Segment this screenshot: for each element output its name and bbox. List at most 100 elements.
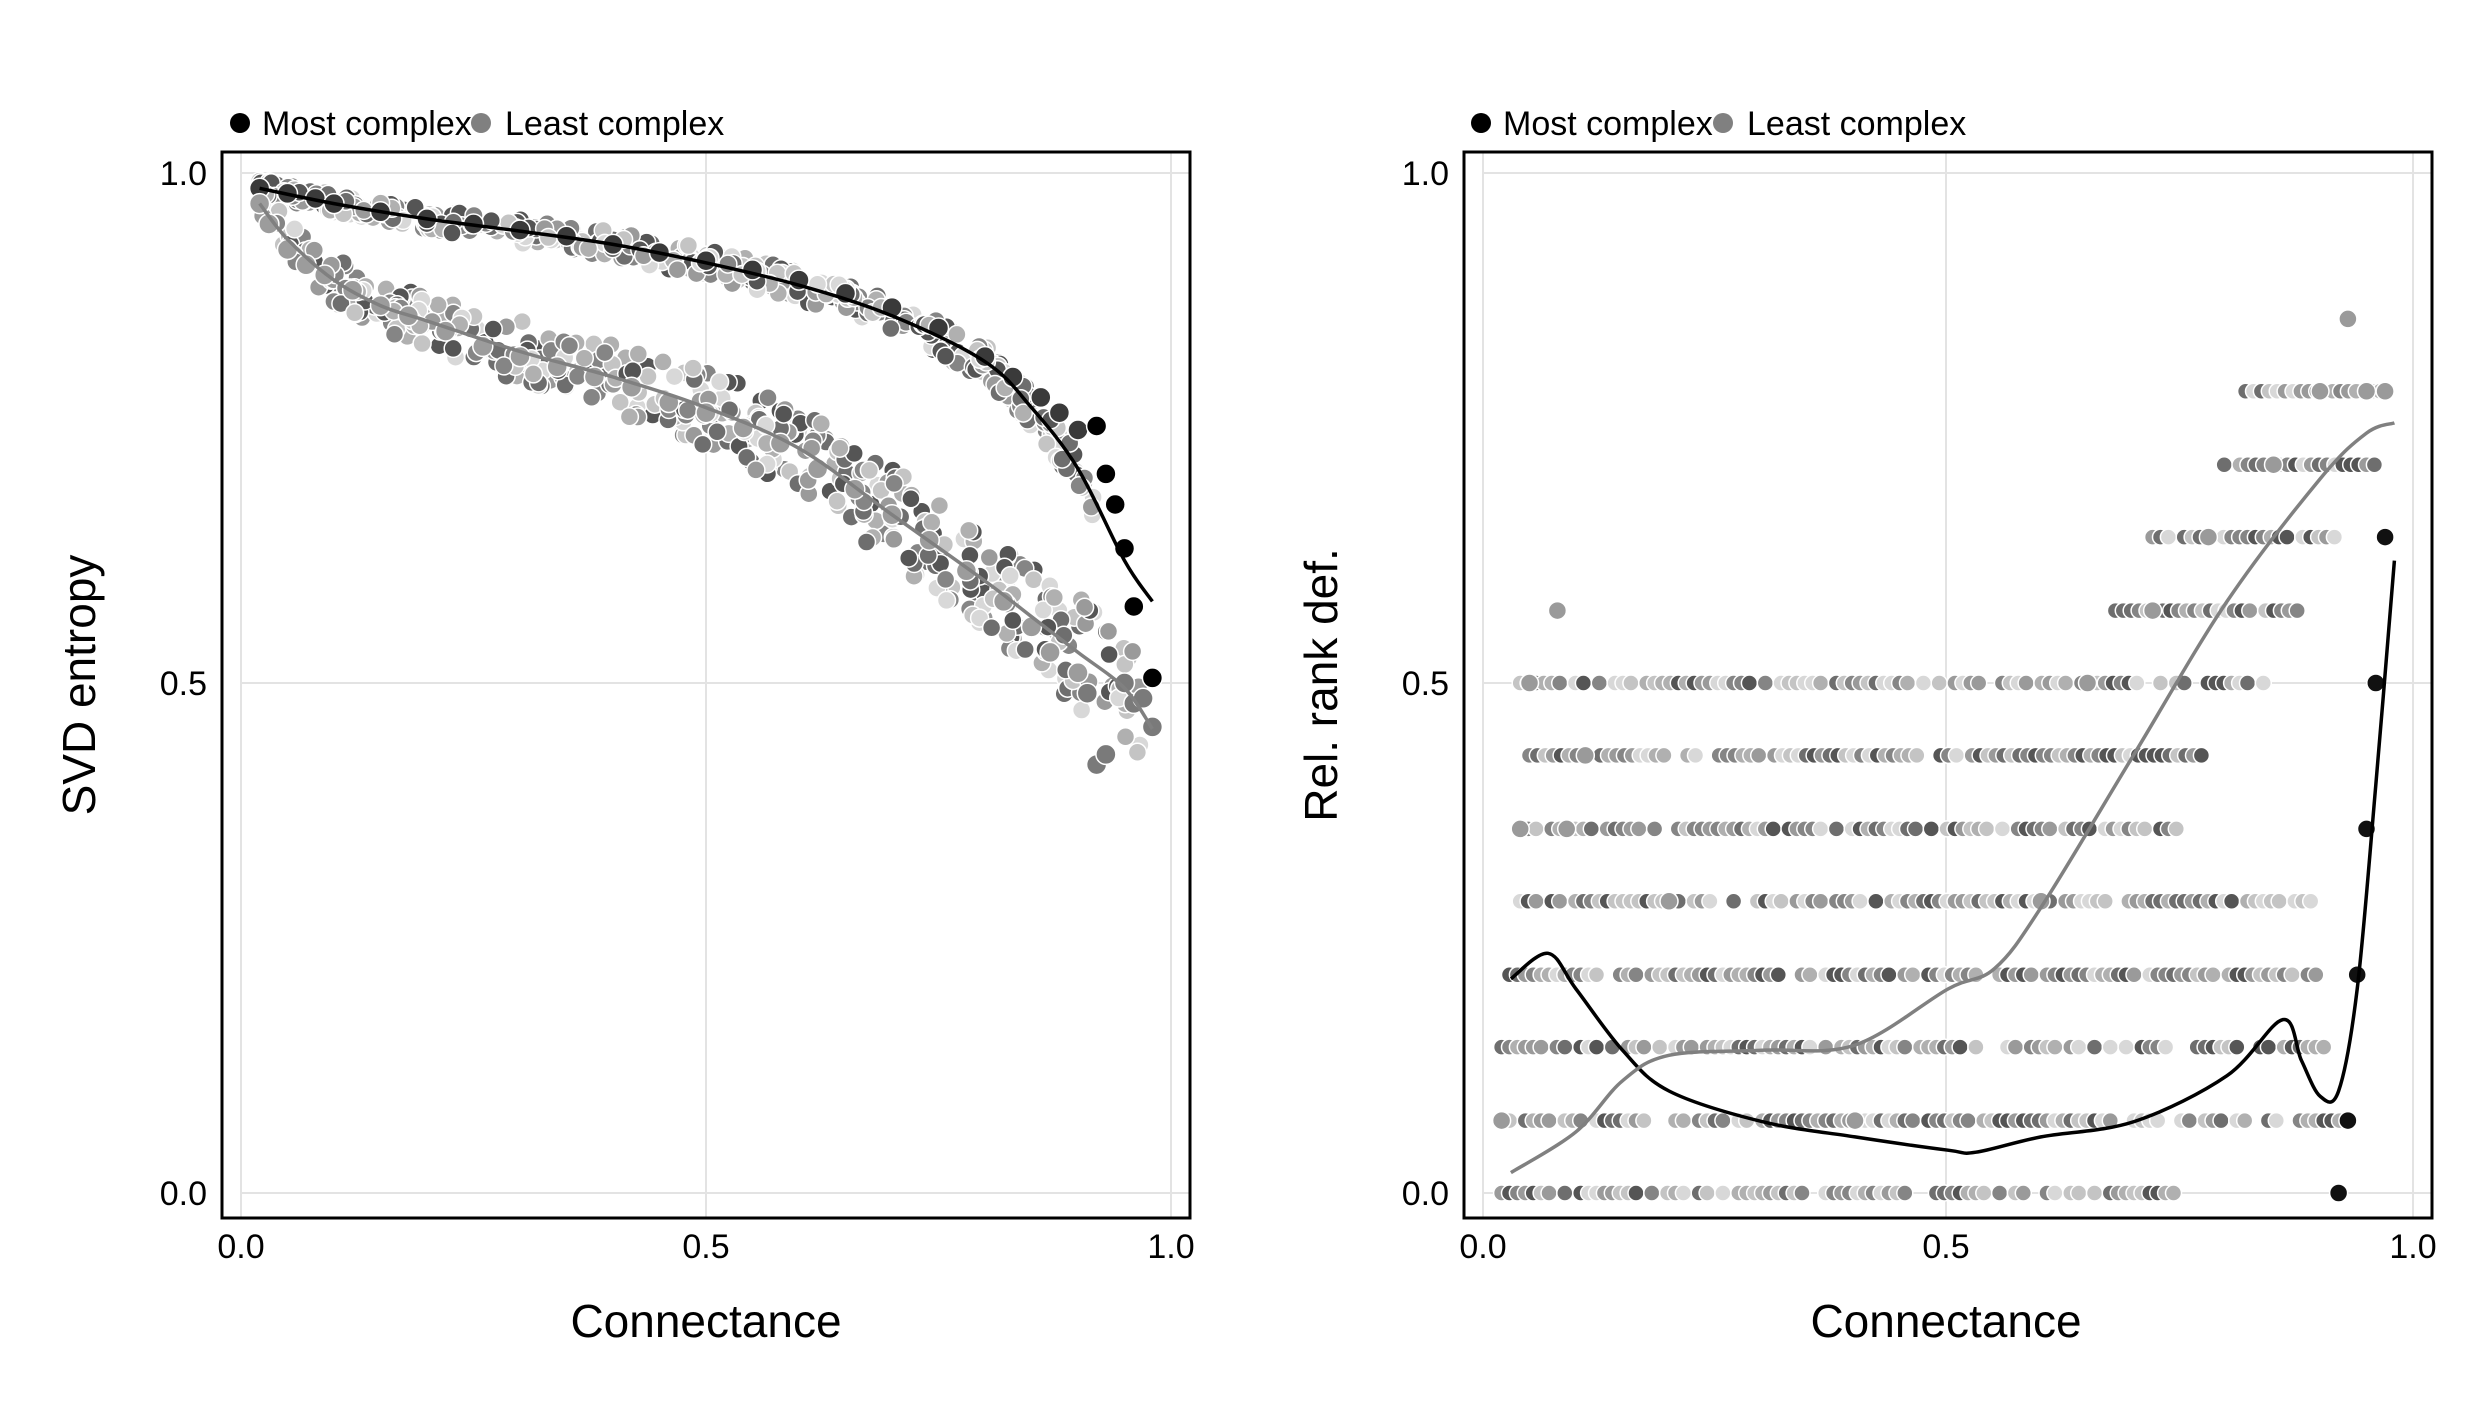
panel2-cloud-point	[1811, 820, 1830, 838]
panel2-cloud-point	[1801, 1038, 1819, 1056]
panel2-cloud-point	[2085, 1038, 2104, 1056]
panel1-legend: Most complex Least complex	[230, 105, 724, 143]
panel1-cloud-point	[758, 387, 778, 408]
panel2-point-least-complex	[2375, 381, 2395, 402]
panel2-cloud-point	[2325, 528, 2344, 546]
panel2-cloud-point	[2167, 820, 2186, 838]
panel2-cloud-point	[1959, 1111, 1977, 1130]
panel1-xtick-0: 0.0	[217, 1228, 264, 1266]
panel2-cloud-point	[1540, 1184, 1558, 1202]
panel2-cloud-point	[1527, 892, 1545, 911]
panel2-cloud-point	[2156, 1038, 2175, 1056]
panel1-cloud-point	[581, 387, 602, 408]
panel2-legend-label-most: Most complex	[1503, 105, 1713, 143]
panel2-frame	[1462, 150, 2434, 1220]
panel1-cloud-point	[523, 364, 544, 384]
panel2-cloud-point	[2180, 1111, 2199, 1130]
panel2-cloud-point	[1922, 820, 1941, 838]
panel2-cloud-point	[2278, 528, 2296, 546]
panel2-point-least-complex	[2263, 454, 2284, 475]
panel1-cloud-point	[707, 422, 727, 442]
panel1-legend-label-most: Most complex	[262, 105, 472, 143]
panel2-cloud-point	[1527, 820, 1545, 838]
panel2-cloud-point	[2022, 965, 2040, 984]
panel2-cloud-point	[2204, 965, 2222, 984]
panel1-cloud-point	[929, 495, 950, 516]
panel1-cloud-point	[856, 532, 877, 552]
panel1-cloud-point	[884, 529, 904, 550]
panel2-cloud-point	[1556, 1184, 1574, 1202]
panel2-cloud-point	[1990, 1184, 2009, 1202]
panel2-cloud-point	[2151, 674, 2170, 692]
panel2-cloud-point	[1896, 1038, 1914, 1056]
panel1-cloud-point	[979, 547, 1000, 568]
panel1-cloud-point	[709, 372, 730, 392]
panel2-point-most-complex	[2328, 1183, 2349, 1203]
panel1-x-axis-label: Connectance	[570, 1295, 841, 1347]
panel2-cloud-point	[2259, 1038, 2278, 1056]
panel1-y-axis-label: SVD entropy	[53, 555, 105, 816]
panel1-grid	[240, 152, 1190, 1218]
panel2-point-most-complex	[2338, 1110, 2358, 1131]
panel1-cloud-point	[958, 520, 979, 541]
panel1-cloud-point	[344, 303, 365, 323]
panel1-y-ticks: 0.0 0.5 1.0	[160, 155, 207, 1213]
panel2-cloud-point	[2254, 674, 2273, 692]
panel1-x-ticks: 0.0 0.5 1.0	[217, 1228, 1194, 1266]
panel2-cloud-point	[1816, 1038, 1835, 1056]
panel2-cloud-point	[1590, 674, 1609, 692]
panel1-point-most-complex	[1067, 419, 1089, 441]
panel2-point-least-complex	[2198, 527, 2219, 547]
panel1-cloud-point	[284, 219, 305, 239]
panel2-legend-marker-least	[1713, 113, 1733, 133]
panel1-legend-marker-least	[471, 113, 491, 133]
panel2-cloud-point	[1903, 1111, 1922, 1130]
panel1-cloud-point	[1033, 600, 1053, 620]
panel2-cloud-point	[1540, 1111, 1558, 1130]
panel2-cloud-point	[2117, 1038, 2135, 1056]
panel2-cloud-point	[1749, 746, 1768, 765]
panel2-point-least-complex	[1845, 1110, 1865, 1131]
panel1-cloud-point	[1074, 597, 1095, 618]
panel1-cloud-point	[683, 358, 703, 378]
panel2-xtick-0: 0.0	[1459, 1228, 1506, 1266]
panel2-point-least-complex	[1556, 819, 1577, 839]
panel2-point-least-complex	[1519, 673, 1540, 693]
panel1-legend-marker-most	[230, 113, 250, 133]
panel2-cloud-point	[2301, 892, 2320, 911]
panel2-cloud-point	[1867, 892, 1885, 911]
panel2-legend-marker-most	[1471, 113, 1491, 133]
panel1-cloud-point	[746, 460, 766, 480]
panel1-cloud-point	[935, 569, 956, 590]
panel2-cloud-point	[2270, 892, 2288, 911]
panel2-cloud-point	[2069, 1038, 2088, 1056]
panel2-cloud-point	[1627, 965, 1645, 984]
panel1-ytick-0: 0.0	[160, 1175, 207, 1213]
panel2-cloud-point	[2046, 1184, 2064, 1202]
panel2-cloud-point	[1532, 1038, 1550, 1056]
panel2-cloud-point	[2238, 674, 2257, 692]
panel2-cloud-point	[1550, 674, 1569, 692]
panel2-point-least-complex	[2142, 600, 2163, 621]
panel1-point-most-complex	[1030, 386, 1052, 409]
panel2-cloud-point	[1550, 892, 1569, 911]
panel2-cloud-point	[1714, 1184, 1732, 1202]
panel2-cloud-point	[2267, 1111, 2286, 1130]
panel1-xtick-2: 1.0	[1147, 1228, 1194, 1266]
panel2-cloud-point	[1643, 1184, 1661, 1202]
panel2-point-least-complex	[1510, 819, 1530, 839]
panel1-cloud-point	[811, 414, 832, 434]
panel2-cloud-point	[1914, 674, 1933, 692]
panel2-cloud-point	[1811, 674, 1830, 692]
panel1-cloud-point	[428, 295, 448, 315]
panel1-point-most-complex	[741, 259, 764, 281]
panel2-point-least-complex	[1659, 891, 1679, 912]
panel2-point-most-complex	[2375, 527, 2395, 547]
panel1-cloud-point	[1099, 644, 1119, 665]
panel1-cloud-point	[331, 293, 351, 314]
panel2-cloud-point	[2135, 820, 2154, 838]
panel1-cloud-point	[830, 438, 850, 458]
panel2-cloud-point	[1645, 820, 1664, 838]
